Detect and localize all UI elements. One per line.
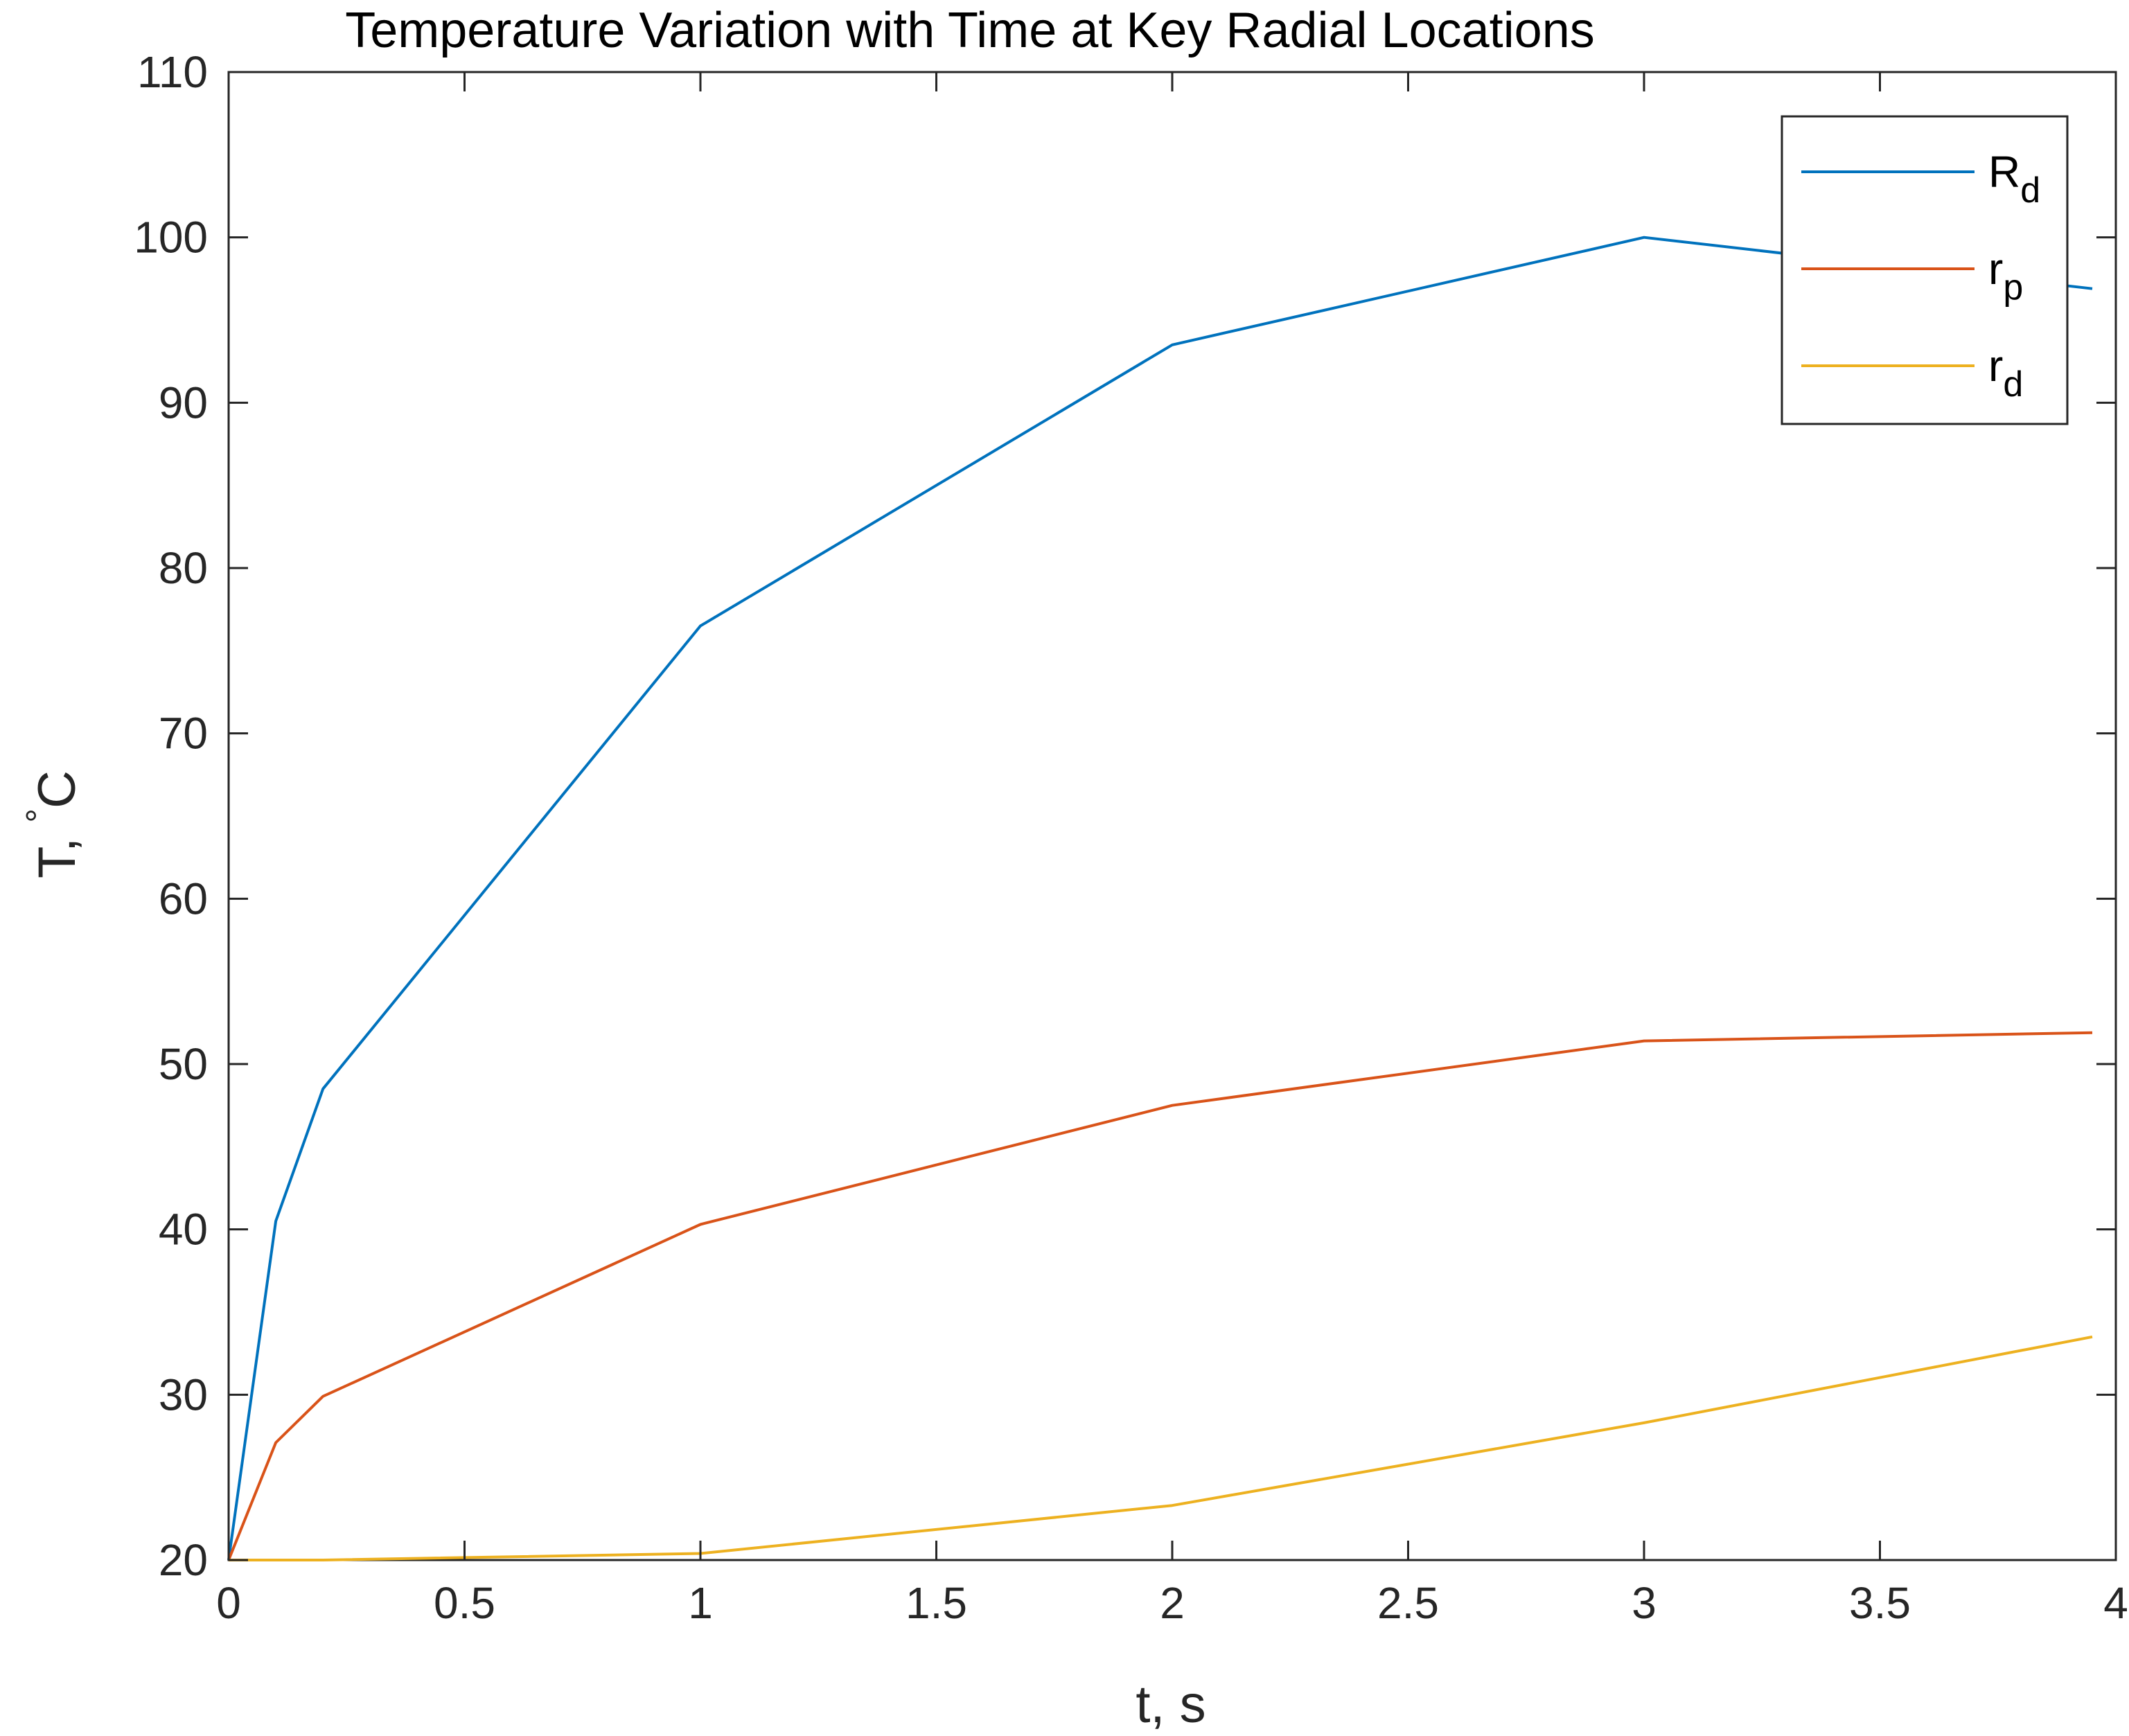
y-tick-label: 30: [159, 1370, 208, 1419]
y-tick-label: 110: [137, 47, 208, 97]
series-layer: [227, 236, 2093, 1561]
y-tick-label: 20: [159, 1535, 208, 1585]
legend-label-2: rp: [1988, 244, 2023, 308]
x-tick-label: 1.5: [906, 1578, 967, 1628]
y-tick-label: 90: [159, 378, 208, 427]
x-tick-label: 0: [216, 1578, 241, 1628]
legend-label-1: Rd: [1988, 147, 2040, 211]
y-tick-label: 60: [159, 874, 208, 923]
y-axis-title-degree: °: [19, 808, 60, 823]
x-axis-title: t, s: [1136, 1675, 1205, 1734]
x-tick-label: 4: [2103, 1578, 2128, 1628]
series-line-3: [229, 1335, 2093, 1561]
tick-layer: 0 0.5 1 1.5 2 2.5 3 3.5 4 20 30 40 50 60 70 80 90 100 110: [134, 47, 2128, 1628]
x-tick-label: 2.5: [1377, 1578, 1439, 1628]
x-tick-label: 3: [1632, 1578, 1657, 1628]
x-tick-label: 0.5: [434, 1578, 495, 1628]
x-tick-label: 2: [1160, 1578, 1185, 1628]
series-line-2: [227, 1031, 2093, 1561]
x-tick-label: 3.5: [1849, 1578, 1911, 1628]
y-tick-label: 50: [159, 1039, 208, 1089]
y-tick-label: 70: [159, 709, 208, 759]
y-axis-title-unit: C: [28, 770, 87, 808]
legend: Rd rp rd: [1781, 115, 2069, 425]
y-tick-label: 40: [159, 1205, 208, 1255]
y-tick-label: 100: [134, 213, 208, 263]
series-line-1: [227, 236, 2093, 1561]
y-axis-title: T, °C: [19, 770, 87, 878]
y-axis-title-base: T,: [28, 823, 87, 878]
y-tick-label: 80: [159, 543, 208, 593]
legend-label-3: rd: [1988, 341, 2023, 405]
chart-title: Temperature Variation with Time at Key R…: [345, 3, 1595, 58]
x-tick-label: 1: [688, 1578, 713, 1628]
